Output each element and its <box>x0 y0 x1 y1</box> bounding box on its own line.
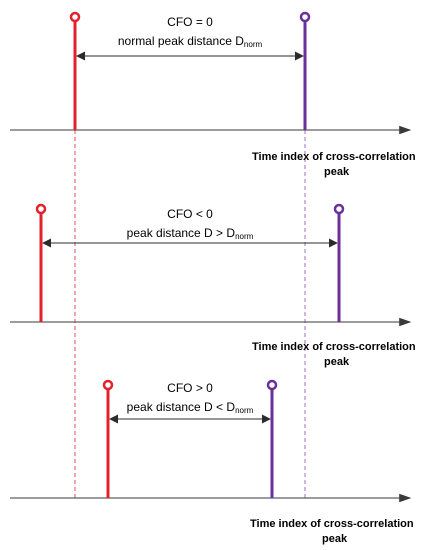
axis-label-line2: peak <box>324 356 350 368</box>
axis-label-line1: Time index of cross-correlation <box>252 341 416 353</box>
red-peak-marker <box>102 379 114 391</box>
purple-peak-marker <box>333 203 345 215</box>
panel-cfo-zero: CFO = 0 normal peak distance Dnorm Time … <box>10 11 416 178</box>
cfo-condition-label: CFO < 0 <box>167 207 213 221</box>
purple-peak-marker <box>266 379 278 391</box>
peak-distance-label: peak distance D < Dnorm <box>127 400 254 415</box>
panel-cfo-negative: CFO < 0 peak distance D > Dnorm Time ind… <box>10 203 416 368</box>
cfo-condition-label: CFO = 0 <box>167 15 213 29</box>
axis-label-line2: peak <box>324 166 350 178</box>
red-peak-marker <box>69 11 81 23</box>
panel-cfo-positive: CFO > 0 peak distance D < Dnorm Time ind… <box>10 379 414 545</box>
cfo-condition-label: CFO > 0 <box>167 381 213 395</box>
axis-label-line1: Time index of cross-correlation <box>250 518 414 530</box>
peak-distance-label: normal peak distance Dnorm <box>118 34 263 49</box>
axis-label-line2: peak <box>322 533 348 545</box>
red-peak-marker <box>35 203 47 215</box>
peak-distance-label: peak distance D > Dnorm <box>127 226 254 241</box>
axis-label-line1: Time index of cross-correlation <box>252 151 416 163</box>
purple-peak-marker <box>299 11 311 23</box>
